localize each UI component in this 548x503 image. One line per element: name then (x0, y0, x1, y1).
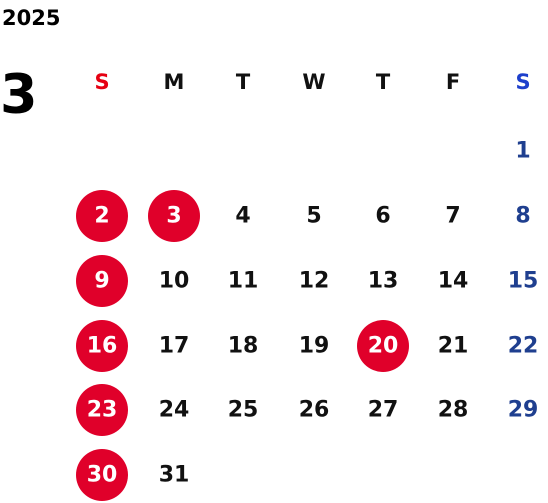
day: 15 (508, 269, 539, 294)
day: 13 (368, 269, 399, 294)
day: 18 (228, 334, 259, 359)
day: 9 (94, 269, 109, 294)
holiday-circle (76, 449, 128, 501)
holiday-circle (76, 384, 128, 436)
year: 2025 (2, 6, 60, 30)
day: 8 (515, 204, 530, 229)
day: 27 (368, 398, 399, 423)
day: 16 (87, 334, 118, 359)
day: 24 (159, 398, 190, 423)
day: 14 (438, 269, 469, 294)
day: 11 (228, 269, 259, 294)
day: 5 (306, 204, 321, 229)
day: 7 (445, 204, 460, 229)
day: 4 (235, 204, 250, 229)
day: 30 (87, 463, 118, 488)
weekday-label: T (376, 70, 391, 94)
weekday-label: T (236, 70, 251, 94)
holiday-circle (357, 320, 409, 372)
month: 3 (0, 63, 38, 126)
day: 22 (508, 334, 539, 359)
day: 17 (159, 334, 190, 359)
day: 6 (375, 204, 390, 229)
day: 2 (94, 204, 109, 229)
holiday-circle (76, 255, 128, 307)
day: 31 (159, 463, 190, 488)
day: 1 (515, 139, 530, 164)
weekday-label: M (164, 70, 185, 94)
weekday-label: S (94, 70, 109, 94)
day: 25 (228, 398, 259, 423)
day: 21 (438, 334, 469, 359)
day: 20 (368, 334, 399, 359)
holiday-circle (76, 320, 128, 372)
weekday-label: W (302, 70, 325, 94)
day: 29 (508, 398, 539, 423)
holiday-circle (148, 190, 200, 242)
day: 12 (299, 269, 330, 294)
day: 23 (87, 398, 118, 423)
holiday-circle (76, 190, 128, 242)
day: 28 (438, 398, 469, 423)
weekday-label: F (446, 70, 460, 94)
weekday-label: S (515, 70, 530, 94)
day: 19 (299, 334, 330, 359)
day: 3 (166, 204, 181, 229)
day: 10 (159, 269, 190, 294)
day: 26 (299, 398, 330, 423)
